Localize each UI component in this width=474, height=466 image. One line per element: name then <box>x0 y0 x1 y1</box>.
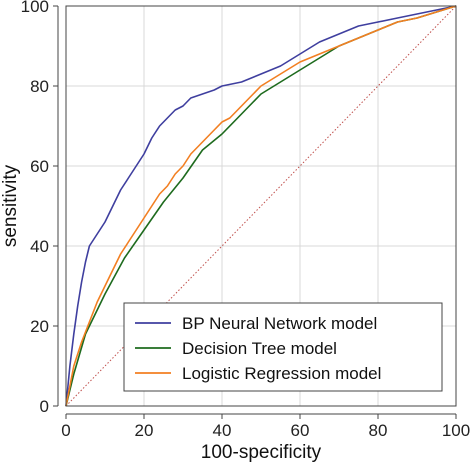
x-axis-label: 100-specificity <box>201 442 322 463</box>
y-tick-label-5: 100 <box>21 0 49 16</box>
x-tick-label-0: 0 <box>61 421 70 440</box>
y-axis: 0 20 40 60 80 100 <box>21 0 59 416</box>
y-axis-label: sensitivity <box>0 164 21 247</box>
series-line-2 <box>65 5 457 407</box>
legend-box <box>123 302 443 392</box>
reference-diagonal-line <box>65 5 457 407</box>
x-tick-label-3: 60 <box>291 421 310 440</box>
legend-label-2: Logistic Regression model <box>182 364 381 383</box>
plot-frame <box>65 5 457 407</box>
x-tick-label-1: 20 <box>135 421 154 440</box>
legend-label-0: BP Neural Network model <box>182 314 377 333</box>
x-tick-label-5: 100 <box>442 421 470 440</box>
x-tick-label-4: 80 <box>369 421 388 440</box>
series-lines <box>65 5 457 407</box>
x-axis: 0 20 40 60 80 100 <box>61 413 470 440</box>
y-tick-label-3: 60 <box>30 157 49 176</box>
y-tick-label-0: 0 <box>40 397 49 416</box>
y-tick-label-1: 20 <box>30 317 49 336</box>
y-tick-label-2: 40 <box>30 237 49 256</box>
legend-label-1: Decision Tree model <box>182 339 337 358</box>
y-tick-label-4: 80 <box>30 77 49 96</box>
reference-diagonal <box>65 5 457 407</box>
x-tick-label-2: 40 <box>213 421 232 440</box>
series-line-0 <box>65 5 457 407</box>
legend: BP Neural Network model Decision Tree mod… <box>123 302 443 392</box>
